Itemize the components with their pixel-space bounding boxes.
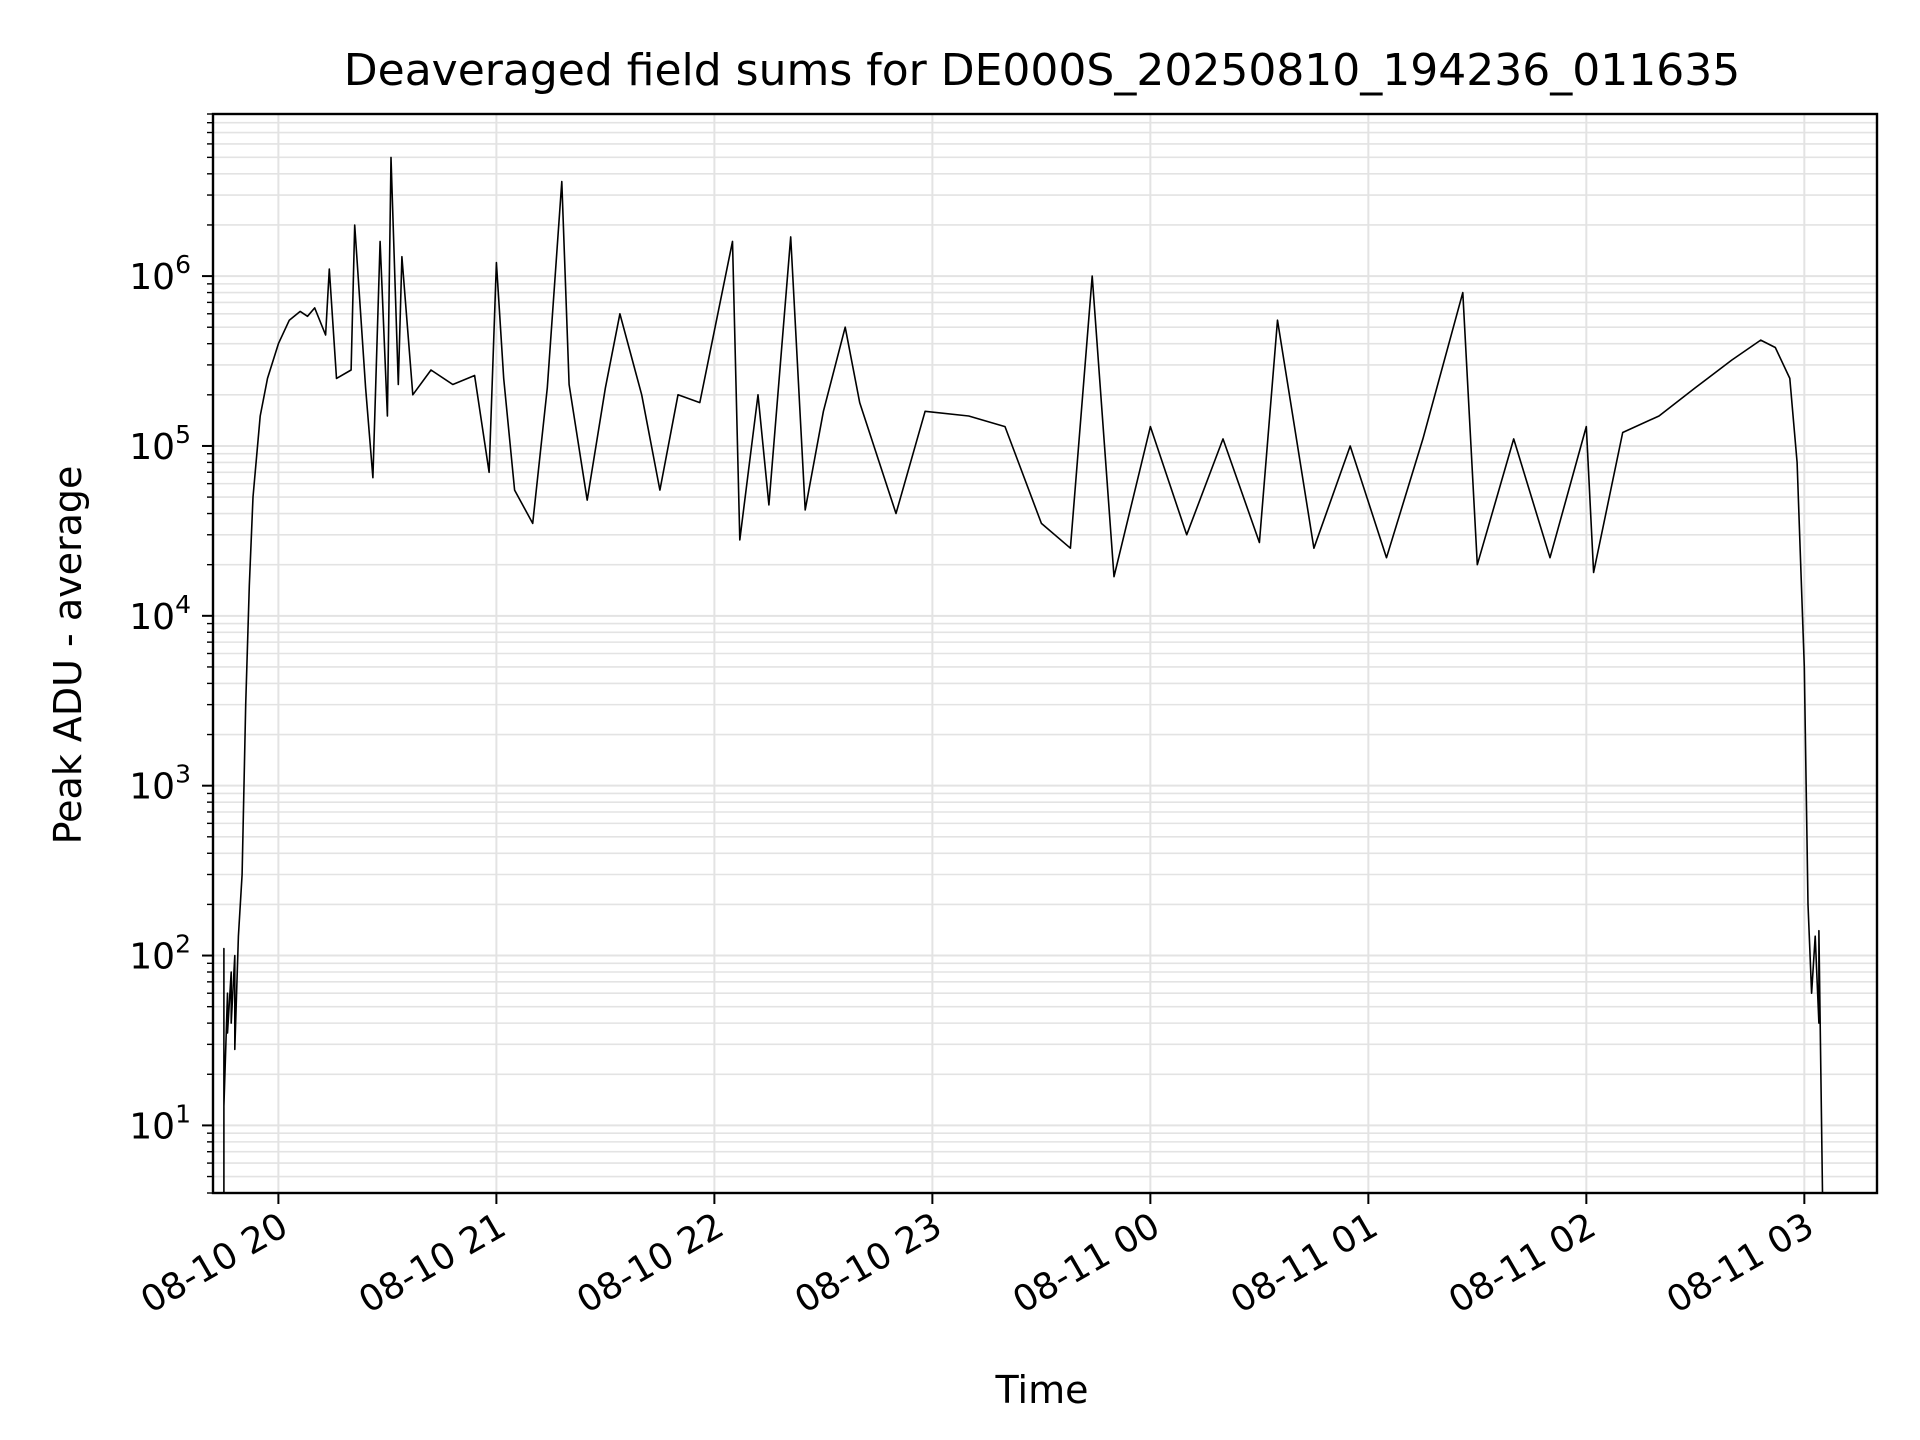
y-tick-label: 102	[129, 930, 191, 978]
y-tick-label: 105	[129, 420, 191, 468]
grid	[213, 113, 1877, 1194]
series-layer	[223, 156, 1824, 1194]
y-tick-label: 104	[129, 590, 191, 638]
y-tick-label: 106	[129, 250, 191, 298]
y-tick-label: 101	[129, 1099, 191, 1147]
y-axis-label: Peak ADU - average	[46, 466, 90, 845]
x-axis-label: Time	[995, 1368, 1089, 1412]
series-line	[223, 156, 1824, 1194]
chart-title: Deaveraged field sums for DE000S_2025081…	[344, 45, 1740, 96]
y-tick-label: 103	[129, 760, 191, 808]
